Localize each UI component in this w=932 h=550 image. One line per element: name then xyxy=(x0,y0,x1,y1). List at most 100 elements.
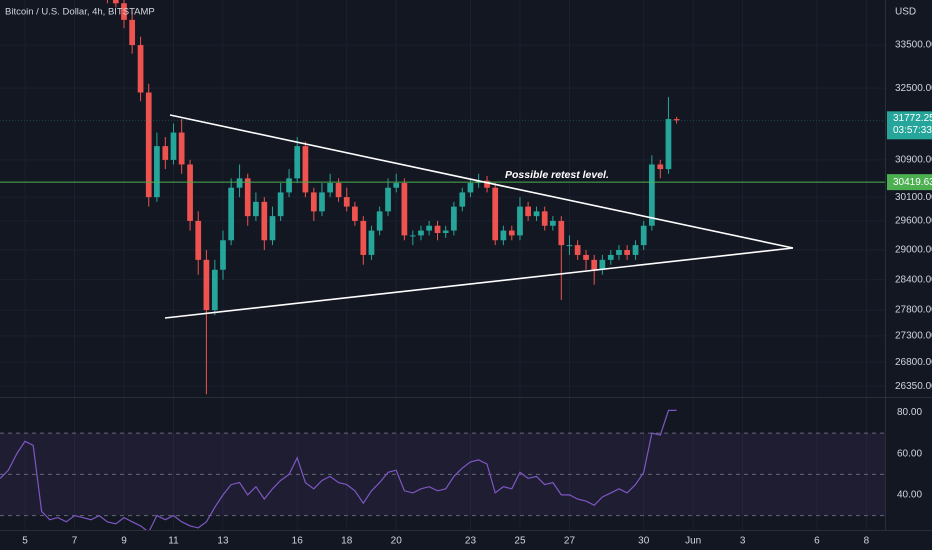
candle-body xyxy=(459,192,466,207)
candle-body xyxy=(137,45,144,93)
price-pane xyxy=(0,0,885,395)
candle-body xyxy=(319,192,325,212)
candle-body xyxy=(525,206,531,217)
candle-body xyxy=(673,119,680,121)
y-tick-label: 32500.00 xyxy=(895,83,932,94)
annotation: Possible retest level. xyxy=(505,169,609,181)
candle-body xyxy=(550,220,556,226)
candle-body xyxy=(277,192,284,217)
candle-body xyxy=(335,183,342,198)
candle-body xyxy=(368,230,375,255)
candle-body xyxy=(418,230,424,236)
candle-body xyxy=(145,92,152,198)
candle-body xyxy=(170,132,177,160)
candle-body xyxy=(599,259,606,270)
candle-body xyxy=(451,206,457,231)
candle-body xyxy=(442,230,449,233)
x-tick-label: 20 xyxy=(391,536,403,547)
x-tick-label: 30 xyxy=(638,536,650,547)
candle-body xyxy=(426,225,432,231)
candle-body xyxy=(228,187,235,241)
candle-body xyxy=(558,220,565,246)
candle-body xyxy=(286,178,292,193)
candle-body xyxy=(541,211,548,226)
trendline xyxy=(169,114,794,249)
candle-body xyxy=(385,187,391,212)
candle-body xyxy=(657,164,664,170)
candle-body xyxy=(401,183,408,236)
candle-body xyxy=(203,259,210,311)
candle-body xyxy=(566,245,573,247)
candle-body xyxy=(294,146,301,179)
candle-body xyxy=(607,254,614,260)
candle-body xyxy=(484,180,490,188)
x-tick-label: 13 xyxy=(217,536,229,547)
candle-body xyxy=(162,146,169,160)
candle-body xyxy=(154,146,160,198)
candle-body xyxy=(352,206,358,221)
y-tick-label: 29000.00 xyxy=(895,245,932,256)
candle-body xyxy=(302,146,309,193)
candle-body xyxy=(211,269,218,311)
rsi-tick-label: 60.00 xyxy=(897,448,922,459)
candle-body xyxy=(253,201,259,217)
x-tick-label: 23 xyxy=(465,536,477,547)
candle-body xyxy=(591,259,598,270)
candle-body xyxy=(236,178,243,188)
candle-body xyxy=(492,187,499,241)
grid xyxy=(0,0,885,530)
candle-body xyxy=(574,245,581,255)
candle-body xyxy=(616,250,622,255)
x-tick-label: 3 xyxy=(740,536,746,547)
candle-body xyxy=(195,220,202,260)
candle-body xyxy=(409,235,416,237)
x-tick-label: 27 xyxy=(564,536,576,547)
candle-body xyxy=(434,225,441,233)
axes: 5 7 9 11 13 16 18 20 23 25 27 30 Jun 3 6 8 33500.00 32500… xyxy=(22,40,932,547)
candle-body xyxy=(583,254,589,260)
candle-body xyxy=(261,201,268,241)
candle-body xyxy=(624,250,630,255)
last-price-label: 31772.25 xyxy=(893,113,932,124)
candle-body xyxy=(187,164,193,221)
x-tick-label: 6 xyxy=(814,536,820,547)
rsi-tick-label: 40.00 xyxy=(897,490,922,501)
x-tick-label: 8 xyxy=(864,536,870,547)
candle-body xyxy=(178,132,185,165)
x-tick-label: 25 xyxy=(514,536,526,547)
candle-body xyxy=(376,211,383,231)
trendline xyxy=(164,247,794,319)
y-tick-label: 30100.00 xyxy=(895,192,932,203)
x-tick-label: 9 xyxy=(121,536,127,547)
countdown-label: 03:57:33 xyxy=(893,125,932,136)
candle-body xyxy=(649,164,655,226)
candle-body xyxy=(360,220,367,255)
last-price-box xyxy=(887,111,932,140)
x-tick-label: 11 xyxy=(168,536,179,547)
y-tick-label: 26800.00 xyxy=(895,357,932,368)
candle-body xyxy=(517,206,523,236)
rsi-tick-label: 80.00 xyxy=(897,407,922,418)
x-tick-label: 7 xyxy=(72,536,78,547)
y-tick-label: 27800.00 xyxy=(895,305,932,316)
candle-body xyxy=(640,225,647,246)
candle-body xyxy=(343,197,350,207)
level-label-box xyxy=(887,174,932,191)
candle-body xyxy=(129,19,136,46)
candle-body xyxy=(467,183,474,193)
chart-title: Bitcoin / U.S. Dollar, 4h, BITSTAMP xyxy=(5,7,155,18)
rsi-line xyxy=(0,409,677,530)
candle-body xyxy=(220,240,226,270)
rsi-pane xyxy=(0,409,885,530)
candle-body xyxy=(533,211,540,217)
x-tick-label: 18 xyxy=(341,536,353,547)
candle-body xyxy=(244,178,251,217)
x-tick-label: Jun xyxy=(685,536,701,547)
x-tick-label: 16 xyxy=(292,536,304,547)
y-tick-label: 27300.00 xyxy=(895,330,932,341)
y-tick-label: 29600.00 xyxy=(895,216,932,227)
candle-body xyxy=(310,192,317,212)
candle-body xyxy=(500,230,507,241)
